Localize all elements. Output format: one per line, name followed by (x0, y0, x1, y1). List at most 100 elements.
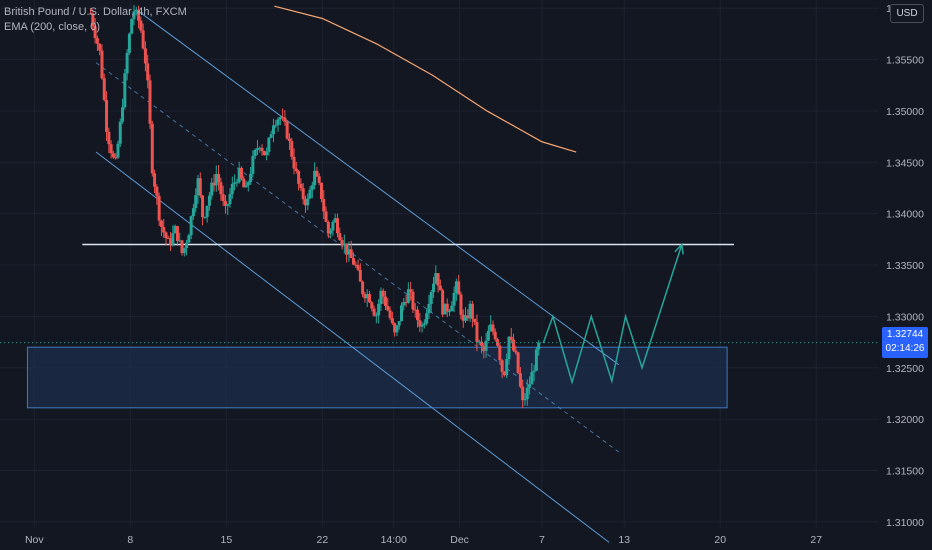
candle-body (178, 240, 182, 242)
candle-body (299, 183, 303, 189)
candle-body (157, 195, 161, 221)
last-price-value: 1.32744 (886, 329, 924, 340)
candle-body (191, 208, 195, 217)
time-axis[interactable]: Nov 8 15 22 14:00 Dec 7 13 20 27 (25, 534, 822, 546)
candle-body (121, 107, 125, 122)
candle-body (114, 157, 118, 159)
candle-body (175, 226, 179, 242)
candle-body (235, 182, 239, 184)
candle-body (445, 303, 449, 312)
candle-body (388, 310, 392, 319)
candle-body (386, 306, 390, 311)
candle-body (500, 360, 504, 372)
candle-body (521, 386, 525, 401)
price-tick-label: 1.31500 (886, 465, 924, 477)
candle-body (411, 291, 415, 310)
candle-body (146, 63, 150, 81)
candle-body (182, 248, 186, 254)
projection-path[interactable] (542, 242, 684, 385)
price-tick-label: 1.34000 (886, 209, 924, 221)
price-tick-label: 1.35000 (886, 106, 924, 118)
candle-body (262, 150, 266, 156)
candle-body (331, 222, 335, 231)
candle-body (422, 323, 426, 325)
candle-body (166, 238, 170, 240)
candlestick-series (89, 5, 541, 409)
candle-body (333, 218, 337, 223)
currency-badge[interactable]: USD (890, 4, 924, 23)
symbol-title[interactable]: British Pound / U.S. Dollar, 4h, FXCM (4, 6, 187, 18)
candle-body (159, 220, 163, 227)
candle-body (171, 233, 175, 245)
price-tick-label: 1.31000 (886, 517, 924, 529)
candle-body (196, 178, 200, 196)
chart-grid (0, 0, 878, 528)
projection-arrowhead (674, 242, 684, 255)
candle-body (367, 294, 371, 303)
candle-body (525, 387, 529, 400)
candle-body (260, 147, 264, 151)
projection-zigzag (542, 244, 683, 385)
price-tick-label: 1.35500 (886, 55, 924, 67)
candle-body (518, 373, 522, 387)
candle-body (315, 170, 319, 177)
candle-body (365, 294, 369, 299)
candle-body (502, 371, 506, 376)
candle-body (372, 308, 376, 316)
candle-body (251, 155, 255, 174)
candle-body (249, 173, 253, 183)
candle-body (205, 205, 209, 218)
candle-body (207, 195, 211, 206)
candle-body (425, 313, 429, 324)
price-tick-label: 1.33500 (886, 260, 924, 272)
candle-body (493, 331, 497, 340)
candle-body (537, 342, 541, 350)
candle-body (530, 372, 534, 385)
candle-body (434, 273, 438, 284)
candle-body (338, 233, 342, 240)
candle-body (383, 296, 387, 307)
candle-body (93, 26, 97, 39)
candle-body (512, 339, 516, 351)
candle-body (276, 119, 280, 125)
candle-body (278, 117, 282, 120)
candle-body (98, 43, 102, 51)
candle-body (438, 285, 442, 291)
candle-body (214, 173, 218, 186)
candle-body (155, 186, 159, 196)
channel-upper-line (138, 10, 620, 366)
candle-body (274, 124, 278, 126)
candle-body (514, 350, 518, 353)
candle-body (432, 283, 436, 293)
ema-indicator-label[interactable]: EMA (200, close, 0) (4, 21, 100, 33)
descending-channel[interactable] (95, 10, 620, 543)
time-tick-label: 15 (221, 534, 233, 546)
candle-body (347, 249, 351, 255)
candle-body (470, 303, 474, 319)
candle-body (127, 33, 131, 53)
candle-body (454, 281, 458, 294)
candle-body (370, 302, 374, 309)
candle-body (210, 182, 214, 196)
time-tick-label: Dec (450, 534, 469, 546)
candle-body (459, 294, 463, 315)
candle-body (189, 216, 193, 236)
candle-body (91, 13, 95, 27)
candle-body (461, 314, 465, 321)
support-zone[interactable] (26, 346, 728, 409)
candle-body (418, 320, 422, 327)
candle-body (505, 359, 509, 376)
candle-body (482, 345, 486, 351)
chart-legend: British Pound / U.S. Dollar, 4h, FXCM EM… (4, 5, 187, 35)
candle-body (390, 318, 394, 324)
candle-body (180, 240, 184, 254)
candle-body (226, 204, 230, 206)
candle-body (310, 185, 314, 190)
candle-body (258, 147, 262, 149)
candle-body (173, 226, 177, 234)
candle-body (335, 218, 339, 234)
candle-body (109, 144, 113, 154)
candle-body (130, 19, 134, 34)
